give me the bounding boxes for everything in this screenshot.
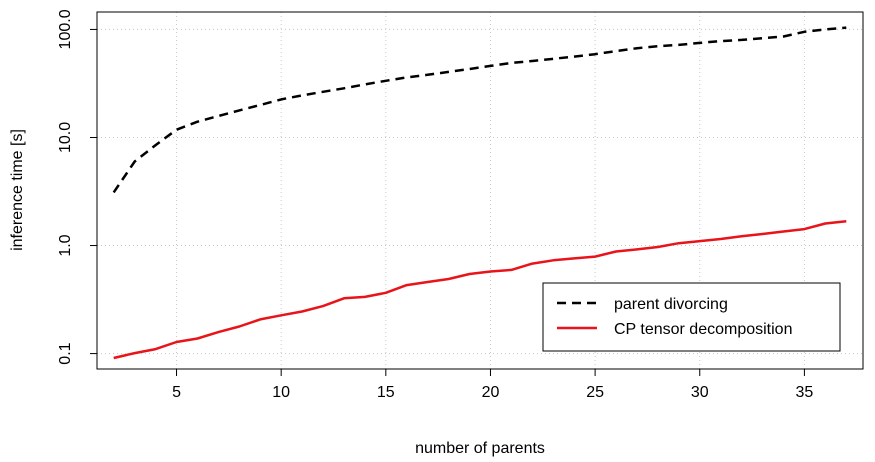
plot-frame <box>96 11 864 370</box>
x-tick-label: 30 <box>691 384 709 401</box>
legend-label-parent-divorcing: parent divorcing <box>614 296 728 313</box>
x-tick-label: 5 <box>172 384 181 401</box>
y-tick-label: 0.1 <box>57 342 74 364</box>
y-tick-label: 1.0 <box>57 234 74 256</box>
series-layer <box>112 26 847 360</box>
y-tick-label: 100.0 <box>57 9 74 49</box>
series-line-parent-divorcing <box>112 26 847 194</box>
x-tick-label: 20 <box>482 384 500 401</box>
y-axis-title: inference time [s] <box>9 129 26 251</box>
x-tick-label: 10 <box>272 384 290 401</box>
x-axis: 5 10 15 20 25 30 35 <box>172 369 813 401</box>
x-tick-label: 25 <box>586 384 604 401</box>
x-tick-label: 35 <box>796 384 814 401</box>
x-axis-title: number of parents <box>415 440 545 457</box>
y-tick-label: 10.0 <box>57 122 74 153</box>
x-tick-label: 15 <box>377 384 395 401</box>
legend-box <box>542 282 841 352</box>
legend-label-cp-tensor-decomposition: CP tensor decomposition <box>614 321 792 338</box>
legend: parent divorcing CP tensor decomposition <box>542 282 841 352</box>
series-line-cp-tensor-decomposition <box>113 219 847 360</box>
y-axis: 0.1 1.0 10.0 100.0 <box>57 9 97 365</box>
